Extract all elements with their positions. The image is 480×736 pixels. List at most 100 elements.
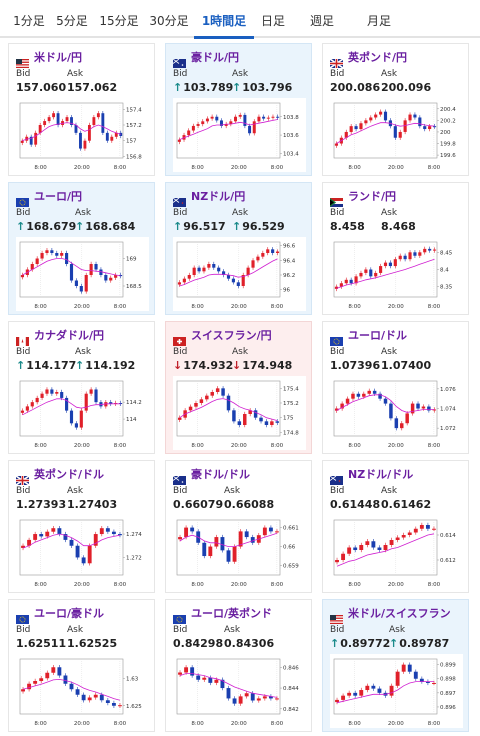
price-chart[interactable]: 8:00 20:00 8:00 1.274 1.272 (16, 515, 149, 589)
ask-price: 174.948 (242, 359, 293, 372)
candlestick-chart: 8:00 20:00 8:00 169 168.5 (19, 241, 142, 310)
candle-body (432, 249, 437, 251)
candle-body (202, 677, 207, 680)
candle-body (250, 537, 255, 543)
candle-body (359, 545, 364, 550)
currency-card[interactable]: NZドル/円 Bid Ask ↑96.517 ↑96.529 8:00 20:00 8:00 9… (165, 182, 312, 315)
candle-body (196, 675, 201, 680)
tab-7[interactable]: 月足 (366, 14, 391, 28)
price-chart[interactable]: 8:00 20:00 8:00 200.4 200.2 200 199.8 199.6 (330, 98, 463, 172)
candlestick-chart: 8:00 20:00 8:00 114.2 114 (19, 380, 142, 449)
currency-card[interactable]: NZドル/ドル Bid Ask 0.61448 0.61462 8:00 20:00 8:00… (322, 460, 469, 593)
candle-body (207, 264, 211, 268)
currency-card[interactable]: 英ポンド/円 Bid Ask 200.086 200.096 8:00 20:00 8:00 2… (322, 43, 469, 176)
candle-body (45, 250, 49, 253)
au-us-flag-icon (172, 470, 186, 485)
currency-card[interactable]: 米ドル/円 Bid Ask 157.060 157.062 8:00 20:00 8:00 15… (8, 43, 155, 176)
candle-body (45, 389, 49, 394)
price-chart[interactable]: 8:00 20:00 8:00 157.4 157.2 157 156.8 (16, 98, 149, 172)
pair-name-link[interactable]: 英ポンド/円 (348, 51, 408, 64)
pair-name-link[interactable]: 米ドル/スイスフラン (348, 607, 451, 620)
pair-name-link[interactable]: NZドル/ドル (348, 468, 414, 481)
y-tick-label: 96.4 (283, 258, 296, 264)
pair-name-link[interactable]: ユーロ/ドル (348, 329, 408, 342)
tab-6[interactable]: 週足 (309, 14, 334, 28)
candle-body (93, 534, 98, 546)
y-tick-label: 0.846 (283, 665, 299, 671)
candle-body (29, 136, 33, 145)
price-chart[interactable]: 8:00 20:00 8:00 1.076 1.074 1.072 (330, 376, 463, 450)
moving-average-line (179, 258, 278, 287)
currency-card[interactable]: カナダドル/円 Bid Ask ↑114.177 ↑114.192 8:00 20:00 8:… (8, 321, 155, 454)
candle-body (256, 256, 260, 261)
currency-card[interactable]: ユーロ/円 Bid Ask ↑168.679 ↑168.684 8:00 20:00 8:00… (8, 182, 155, 315)
candle-body (55, 253, 59, 256)
pair-name-link[interactable]: 豪ドル/ドル (191, 468, 251, 481)
candle-body (210, 392, 214, 396)
bid-label: Bid (173, 208, 188, 218)
candle-body (197, 267, 201, 272)
price-chart[interactable]: 8:00 20:00 8:00 114.2 114 (16, 376, 149, 450)
currency-card[interactable]: ユーロ/ドル Bid Ask 1.07396 1.07400 8:00 20:00 8:00 1… (322, 321, 469, 454)
x-tick-label: 20:00 (74, 304, 90, 310)
price-chart[interactable]: 8:00 20:00 8:00 1.63 1.625 (16, 654, 149, 728)
currency-card[interactable]: 米ドル/スイスフラン Bid Ask ↑0.89772 ↑0.89787 8:00 20:0… (322, 599, 469, 732)
tab-4[interactable]: 1時間足 (194, 0, 254, 39)
candle-body (118, 275, 123, 277)
currency-card[interactable]: ユーロ/豪ドル Bid Ask 1.62511 1.62525 8:00 20:00 8:00… (8, 599, 155, 732)
price-chart[interactable]: 8:00 20:00 8:00 0.614 0.612 (330, 515, 463, 589)
candle-body (202, 267, 206, 272)
tab-5[interactable]: 日足 (260, 14, 285, 28)
pair-name-link[interactable]: 英ポンド/ドル (34, 468, 105, 481)
y-tick-label: 96 (283, 288, 290, 294)
pair-name-link[interactable]: 米ドル/円 (34, 51, 83, 64)
candle-body (393, 126, 397, 138)
card-header: 米ドル/円 (16, 49, 83, 68)
price-chart[interactable]: 8:00 20:00 8:00 8.45 8.4 8.35 (330, 237, 463, 311)
price-chart[interactable]: 8:00 20:00 8:00 0.846 0.844 0.842 (173, 654, 306, 728)
price-chart[interactable]: 8:00 20:00 8:00 0.899 0.898 0.897 0.896 (330, 654, 463, 728)
eu-au-flag-icon (16, 609, 29, 624)
plot-frame (333, 519, 438, 576)
pair-name-link[interactable]: ユーロ/円 (34, 190, 83, 203)
currency-card[interactable]: 豪ドル/ドル Bid Ask 0.66079 0.66088 8:00 20:00 8:00 0… (165, 460, 312, 593)
pair-name-link[interactable]: スイスフラン/円 (191, 329, 272, 342)
pair-name-link[interactable]: 豪ドル/円 (191, 51, 240, 64)
pair-name-link[interactable]: ユーロ/英ポンド (191, 607, 273, 620)
candle-body (403, 255, 407, 260)
candle-body (79, 410, 83, 428)
pair-name-link[interactable]: NZドル/円 (191, 190, 246, 203)
currency-card[interactable]: ランド/円 Bid Ask 8.458 8.468 8:00 20:00 8:00 8.45 8.… (322, 182, 469, 315)
currency-card[interactable]: 豪ドル/円 Bid Ask ↑103.789 ↑103.796 8:00 20:00 8:00… (165, 43, 312, 176)
price-chart[interactable]: 8:00 20:00 8:00 175.4 175.2 175 174.8 (173, 376, 306, 450)
bid-value: ↑114.177 (16, 359, 76, 372)
pair-name-link[interactable]: ランド/円 (348, 190, 397, 203)
tab-3[interactable]: 30分足 (149, 14, 189, 28)
candlestick-chart: 8:00 20:00 8:00 157.4 157.2 157 156.8 (19, 102, 142, 171)
ask-value: ↑168.684 (75, 220, 135, 233)
candle-body (70, 117, 73, 125)
candle-body (45, 672, 50, 679)
price-chart[interactable]: 8:00 20:00 8:00 96.6 96.4 96.2 96 (173, 237, 306, 311)
candle-body (237, 421, 242, 425)
card-header: カナダドル/円 (16, 327, 105, 346)
candle-body (94, 264, 98, 270)
price-chart[interactable]: 8:00 20:00 8:00 169 168.5 (16, 237, 149, 311)
pair-name-link[interactable]: ユーロ/豪ドル (34, 607, 105, 620)
tab-2[interactable]: 15分足 (99, 14, 139, 28)
candle-body (217, 267, 221, 272)
y-tick-label: 175.2 (283, 401, 299, 407)
candle-body (268, 696, 273, 699)
currency-card[interactable]: ユーロ/英ポンド Bid Ask 0.84298 0.84306 8:00 20:00 8:0… (165, 599, 312, 732)
currency-card[interactable]: 英ポンド/ドル Bid Ask 1.27393 1.27403 8:00 20:00 8:00… (8, 460, 155, 593)
candle-body (362, 393, 366, 397)
pair-name-link[interactable]: カナダドル/円 (34, 329, 105, 342)
plot-frame (19, 519, 124, 576)
y-tick-label: 174.8 (283, 430, 299, 436)
tab-1[interactable]: 5分足 (56, 14, 88, 28)
tab-0[interactable]: 1分足 (13, 14, 45, 28)
price-chart[interactable]: 8:00 20:00 8:00 0.661 0.66 0.659 (173, 515, 306, 589)
candle-body (177, 417, 182, 420)
price-chart[interactable]: 8:00 20:00 8:00 103.8 103.6 103.4 (173, 98, 306, 172)
currency-card[interactable]: スイスフラン/円 Bid Ask ↓174.932 ↓174.948 8:00 20:00 8… (165, 321, 312, 454)
